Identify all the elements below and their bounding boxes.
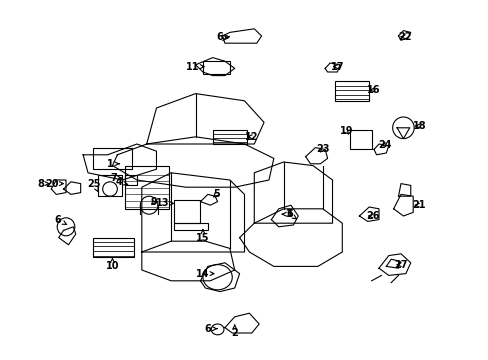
Text: 12: 12 xyxy=(244,132,258,142)
Text: 17: 17 xyxy=(330,62,344,72)
Bar xyxy=(98,175,122,196)
Text: 26: 26 xyxy=(365,211,379,221)
Text: 13: 13 xyxy=(155,198,173,208)
Text: 5: 5 xyxy=(212,189,219,199)
Bar xyxy=(349,130,371,149)
Text: 10: 10 xyxy=(105,258,119,271)
Text: 1: 1 xyxy=(106,159,119,169)
Text: 9: 9 xyxy=(150,197,157,207)
Bar xyxy=(334,81,368,101)
Bar xyxy=(93,238,134,257)
Text: 6: 6 xyxy=(204,324,217,334)
Text: 18: 18 xyxy=(412,121,426,131)
Text: 20: 20 xyxy=(45,179,63,189)
Text: 25: 25 xyxy=(87,179,101,192)
Bar xyxy=(212,130,246,144)
Text: 11: 11 xyxy=(186,62,203,72)
Bar xyxy=(173,200,200,223)
Bar xyxy=(203,61,229,74)
Text: 24: 24 xyxy=(378,140,391,150)
Bar xyxy=(124,175,137,185)
Text: 2: 2 xyxy=(231,325,238,338)
Text: 8: 8 xyxy=(37,179,49,189)
Text: 14: 14 xyxy=(196,269,213,279)
Text: 15: 15 xyxy=(196,230,209,243)
Text: 16: 16 xyxy=(366,85,380,95)
Bar xyxy=(93,148,132,169)
Text: 4: 4 xyxy=(115,177,127,187)
Text: 7: 7 xyxy=(110,173,122,183)
Text: 27: 27 xyxy=(393,260,407,270)
Text: 6: 6 xyxy=(54,215,66,225)
Bar xyxy=(124,166,168,209)
Text: 6: 6 xyxy=(216,32,229,42)
Text: 19: 19 xyxy=(339,126,352,136)
Text: 22: 22 xyxy=(397,32,411,42)
Text: 3: 3 xyxy=(282,209,291,219)
Text: 23: 23 xyxy=(315,144,329,154)
Bar xyxy=(173,223,207,230)
Text: 6: 6 xyxy=(286,209,296,219)
Text: 21: 21 xyxy=(411,200,425,210)
